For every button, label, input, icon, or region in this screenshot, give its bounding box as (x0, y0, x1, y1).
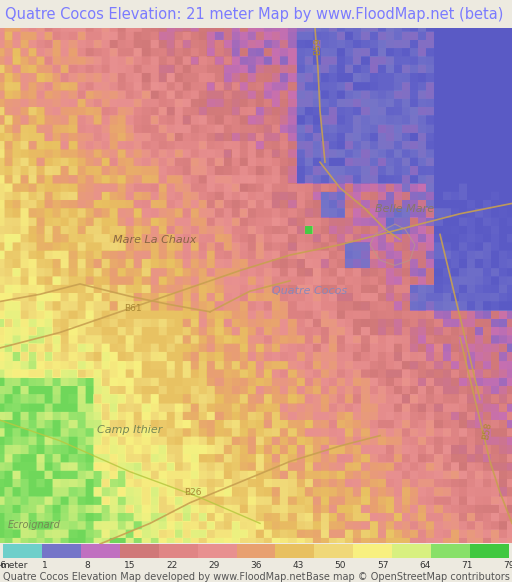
Text: 22: 22 (166, 562, 177, 570)
Text: -6: -6 (0, 562, 7, 570)
Text: Belle Mare: Belle Mare (375, 204, 435, 214)
FancyBboxPatch shape (80, 544, 119, 558)
FancyBboxPatch shape (237, 544, 275, 558)
Text: B61: B61 (124, 304, 142, 313)
Text: B58: B58 (481, 421, 493, 440)
Text: 79: 79 (504, 562, 512, 570)
Text: B59: B59 (313, 38, 323, 55)
FancyBboxPatch shape (393, 544, 432, 558)
Text: 43: 43 (292, 562, 304, 570)
FancyBboxPatch shape (432, 544, 471, 558)
Text: Quatre Cocos: Quatre Cocos (272, 286, 348, 296)
Text: Base map © OpenStreetMap contributors: Base map © OpenStreetMap contributors (306, 572, 509, 582)
FancyBboxPatch shape (119, 544, 159, 558)
FancyBboxPatch shape (314, 544, 353, 558)
Text: Quatre Cocos Elevation: 21 meter Map by www.FloodMap.net (beta): Quatre Cocos Elevation: 21 meter Map by … (5, 6, 503, 22)
Text: 8: 8 (84, 562, 90, 570)
FancyBboxPatch shape (471, 544, 509, 558)
FancyBboxPatch shape (198, 544, 237, 558)
Text: 64: 64 (419, 562, 431, 570)
Text: B26: B26 (184, 488, 202, 497)
Text: Camp Ithier: Camp Ithier (97, 425, 163, 435)
Text: Mare La Chaux: Mare La Chaux (113, 235, 197, 244)
FancyBboxPatch shape (275, 544, 314, 558)
Text: 57: 57 (377, 562, 389, 570)
FancyBboxPatch shape (41, 544, 80, 558)
Text: Ecroignard: Ecroignard (8, 520, 61, 530)
Text: Quatre Cocos Elevation Map developed by www.FloodMap.net: Quatre Cocos Elevation Map developed by … (3, 572, 305, 582)
Text: meter: meter (1, 561, 28, 570)
Text: 71: 71 (461, 562, 473, 570)
Text: 50: 50 (335, 562, 346, 570)
Text: 29: 29 (208, 562, 220, 570)
Text: 36: 36 (250, 562, 262, 570)
Text: 1: 1 (42, 562, 48, 570)
FancyBboxPatch shape (159, 544, 198, 558)
FancyBboxPatch shape (353, 544, 393, 558)
Text: 15: 15 (123, 562, 135, 570)
FancyBboxPatch shape (3, 544, 41, 558)
